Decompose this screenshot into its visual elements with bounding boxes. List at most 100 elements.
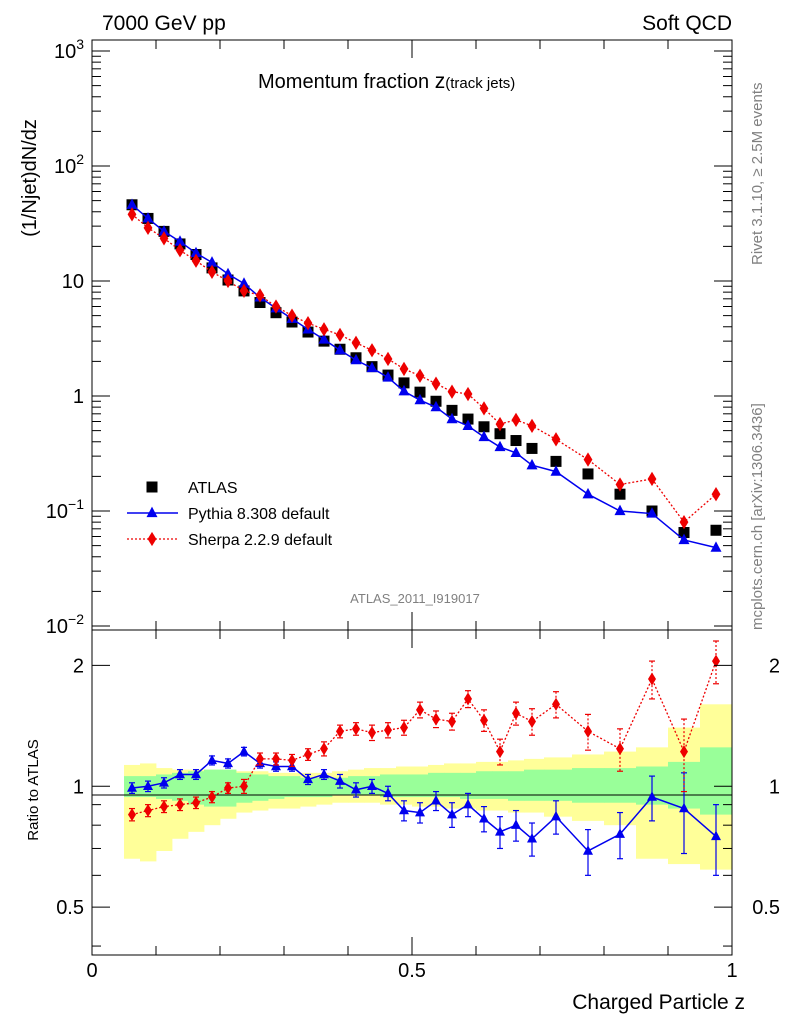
main-data-point bbox=[582, 468, 594, 480]
ratio-band-green bbox=[316, 777, 333, 798]
analysis-label: ATLAS_2011_I919017 bbox=[350, 591, 480, 606]
ratio-data-point bbox=[128, 808, 136, 822]
main-data-point bbox=[431, 376, 441, 391]
ratio-data-point bbox=[679, 802, 689, 813]
ratio-data-point bbox=[527, 833, 537, 843]
ratio-data-point bbox=[384, 723, 392, 737]
main-data-point bbox=[287, 308, 297, 323]
main-data-point bbox=[303, 316, 313, 331]
ratio-y-tick-label-left: 2 bbox=[73, 655, 84, 677]
ratio-data-point bbox=[352, 722, 360, 736]
ratio-band-green bbox=[444, 772, 461, 798]
main-data-point bbox=[319, 322, 329, 337]
main-data-point bbox=[191, 253, 201, 268]
side-label-rivet: Rivet 3.1.10, ≥ 2.5M events bbox=[749, 83, 766, 266]
ratio-data-point bbox=[448, 714, 456, 728]
ratio-data-point bbox=[415, 806, 425, 817]
main-data-point bbox=[271, 299, 281, 314]
main-data-point bbox=[447, 384, 457, 399]
ratio-data-point bbox=[584, 724, 592, 738]
main-data-point bbox=[678, 527, 690, 539]
legend-entry: Sherpa 2.2.9 default bbox=[127, 531, 333, 549]
main-data-point bbox=[511, 412, 521, 428]
x-tick-label: 0 bbox=[86, 960, 97, 982]
ratio-band-green bbox=[476, 771, 493, 799]
ratio-y-tick-label-left: 1 bbox=[73, 776, 84, 798]
ratio-band-green bbox=[396, 774, 413, 798]
main-ylabel: (1/Njet)dN/dz bbox=[19, 119, 41, 237]
ratio-band-green bbox=[508, 771, 525, 801]
legend-entry: Pythia 8.308 default bbox=[127, 506, 330, 523]
ratio-y-tick-label-right: 2 bbox=[769, 655, 780, 677]
side-label-mcplots: mcplots.cern.ch [arXiv:1306.3436] bbox=[749, 403, 766, 630]
ratio-data-point bbox=[400, 721, 408, 735]
ratio-panel: 0.5 0.5 1 1 2 2 0 0.5 1 Ratio to ATLAS Charged P… bbox=[25, 629, 780, 1014]
ratio-data-point bbox=[416, 703, 424, 717]
main-data-point bbox=[318, 333, 330, 344]
main-data-point bbox=[615, 477, 625, 492]
x-tick-label: 1 bbox=[726, 960, 737, 982]
main-data-point bbox=[479, 401, 489, 416]
ratio-y-tick-label-right: 1 bbox=[769, 776, 780, 798]
legend-marker bbox=[146, 481, 158, 493]
ratio-data-point bbox=[512, 706, 520, 720]
ratio-band-green bbox=[572, 768, 605, 803]
main-panel: Momentum fraction z(track jets) ATLAS_20… bbox=[19, 36, 733, 638]
ratio-band-green bbox=[428, 772, 445, 798]
main-data-point bbox=[159, 231, 169, 246]
main-data-point bbox=[550, 465, 562, 476]
ratio-data-point bbox=[191, 768, 201, 779]
main-data-point bbox=[238, 277, 250, 288]
ratio-data-point bbox=[351, 784, 361, 794]
main-data-point bbox=[415, 368, 425, 383]
main-data-point bbox=[190, 246, 202, 258]
main-title: Momentum fraction z(track jets) bbox=[258, 70, 515, 93]
main-data-point bbox=[582, 487, 594, 499]
main-y-tick-label: 10 bbox=[62, 271, 84, 293]
main-data-point bbox=[414, 393, 426, 405]
ratio-data-point bbox=[208, 790, 216, 804]
main-data-point bbox=[583, 452, 593, 467]
main-data-point bbox=[239, 283, 249, 299]
ratio-data-point bbox=[496, 745, 504, 759]
ratio-data-point bbox=[680, 745, 688, 759]
main-data-point bbox=[710, 524, 722, 536]
ratio-data-point bbox=[447, 808, 457, 819]
header-right: Soft QCD bbox=[642, 12, 732, 35]
ratio-data-point bbox=[335, 775, 345, 785]
header-left: 7000 GeV pp bbox=[102, 12, 226, 35]
ratio-data-point bbox=[711, 830, 721, 841]
main-data-point bbox=[398, 377, 410, 389]
ratio-data-point bbox=[272, 752, 280, 766]
ratio-data-point bbox=[320, 742, 328, 756]
main-data-point bbox=[510, 446, 522, 458]
ratio-ylabel: Ratio to ATLAS bbox=[25, 739, 42, 840]
main-data-point bbox=[679, 514, 689, 530]
ratio-band-green bbox=[604, 768, 637, 803]
main-data-point bbox=[399, 361, 409, 377]
ratio-data-point bbox=[367, 780, 377, 791]
main-data-point bbox=[462, 419, 474, 430]
ratio-data-point bbox=[224, 781, 232, 795]
main-data-point bbox=[174, 235, 186, 246]
ratio-data-point bbox=[383, 787, 393, 798]
ratio-band-green bbox=[268, 776, 285, 799]
main-data-point bbox=[614, 488, 626, 500]
main-data-point bbox=[414, 386, 426, 398]
main-y-tick-label: 10−1 bbox=[46, 496, 84, 523]
ratio-data-point bbox=[159, 777, 169, 787]
ratio-band-green bbox=[492, 771, 509, 799]
legend-label: Sherpa 2.2.9 default bbox=[188, 532, 333, 549]
main-data-point bbox=[463, 386, 473, 402]
main-data-point bbox=[367, 343, 377, 358]
main-y-tick-label: 10−2 bbox=[46, 611, 84, 638]
ratio-band-green bbox=[284, 776, 301, 798]
main-series-2 bbox=[127, 207, 721, 530]
ratio-data-point bbox=[368, 726, 376, 740]
ratio-data-point bbox=[176, 798, 184, 812]
main-data-point bbox=[158, 225, 170, 236]
ratio-band-green bbox=[188, 771, 205, 805]
ratio-data-point bbox=[479, 813, 489, 823]
ratio-data-point bbox=[223, 757, 233, 768]
